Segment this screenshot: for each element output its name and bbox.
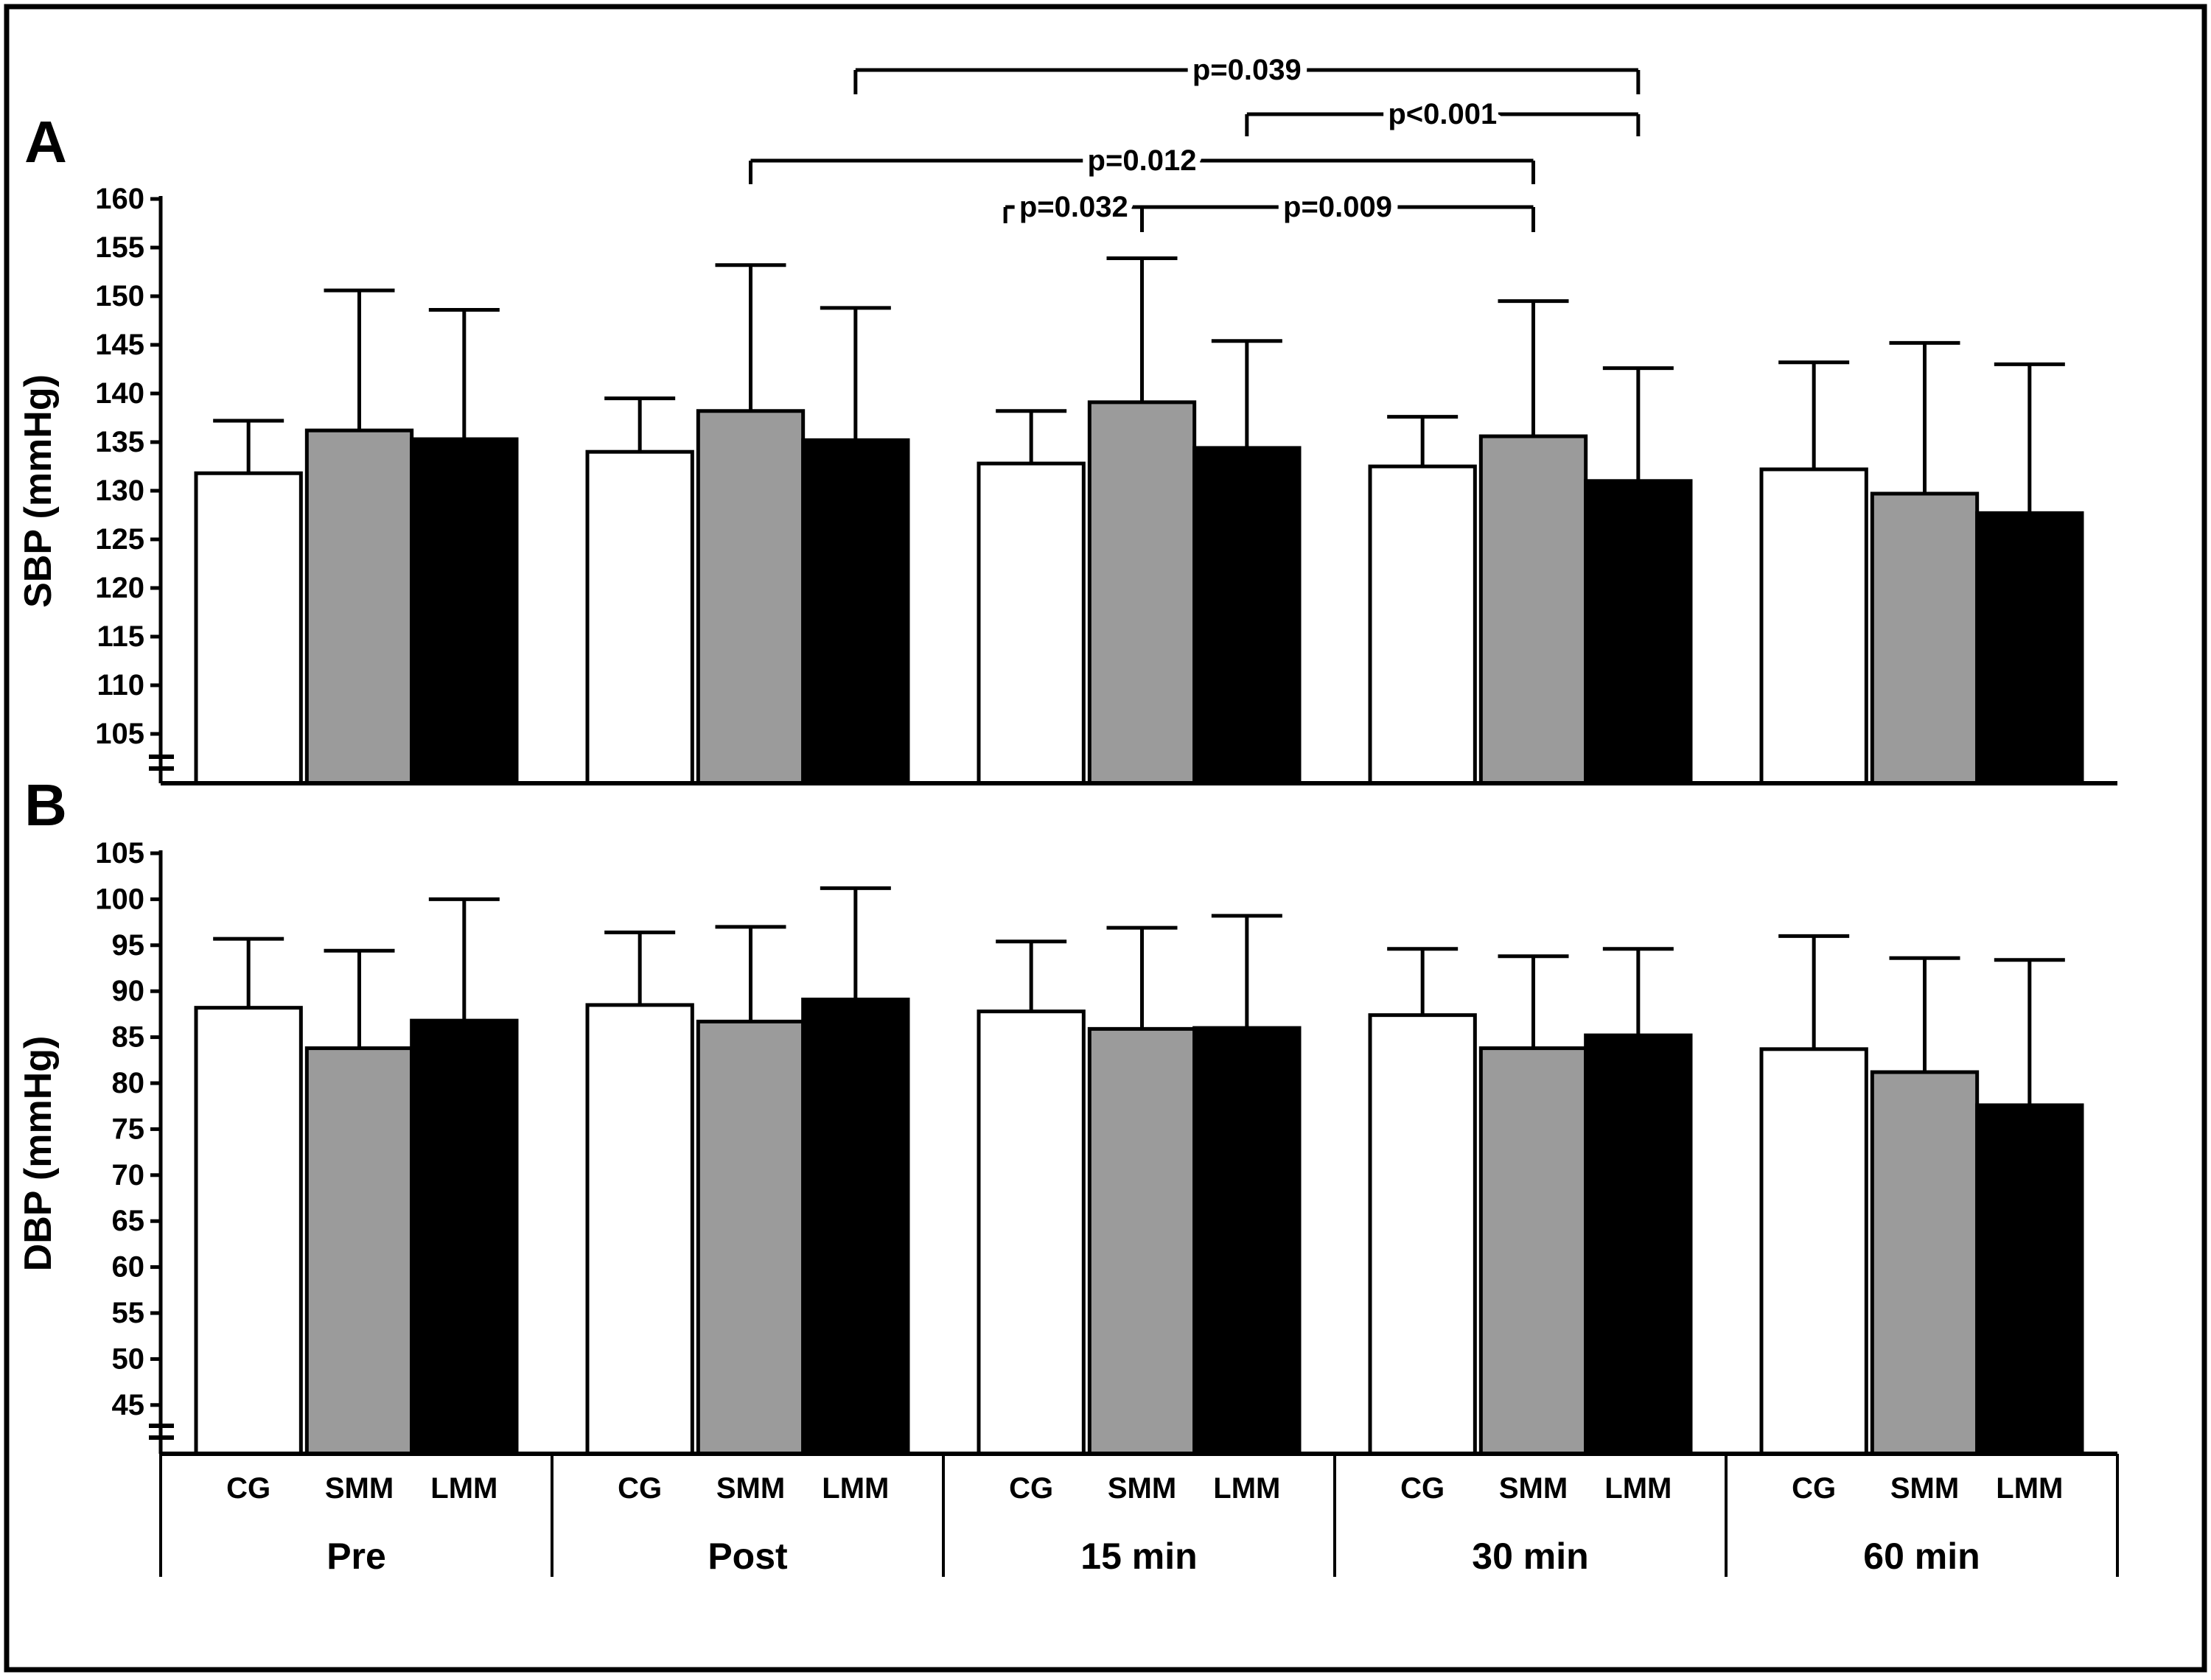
bar-B-Post-SMM <box>696 1019 806 1456</box>
bar-A-30min-SMM <box>1478 434 1588 785</box>
bar-A-30min-CG <box>1368 464 1477 785</box>
y-tick-label: 155 <box>95 231 144 264</box>
y-tick-label: 125 <box>95 523 144 556</box>
bar-A-Pre-SMM <box>304 428 414 785</box>
y-tick-label: 55 <box>112 1297 145 1329</box>
y-tick-label: 100 <box>95 883 144 915</box>
y-tick-label: 95 <box>112 929 145 962</box>
bar-A-Post-LMM <box>801 438 910 785</box>
series-axis-label: SMM <box>1890 1472 1959 1505</box>
series-axis-label: CG <box>226 1472 270 1505</box>
series-axis-label: SMM <box>1108 1472 1176 1505</box>
y-tick-label: 110 <box>97 669 144 701</box>
p-value-label: p=0.012 <box>1088 144 1197 177</box>
bar-A-Pre-CG <box>194 471 303 785</box>
series-axis-label: LMM <box>1604 1472 1672 1505</box>
y-tick-label: 160 <box>95 183 144 215</box>
y-tick-label: 50 <box>112 1343 145 1375</box>
y-tick-label: 45 <box>112 1389 145 1421</box>
series-axis-label: LMM <box>430 1472 497 1505</box>
y-axis-title: DBP (mmHg) <box>17 1036 60 1272</box>
bar-B-15min-SMM <box>1087 1026 1197 1456</box>
bar-B-Post-LMM <box>801 997 910 1456</box>
bar-A-Pre-LMM <box>410 437 519 785</box>
y-tick-label: 80 <box>112 1067 145 1099</box>
y-tick-label: 75 <box>112 1113 145 1145</box>
bar-B-Post-CG <box>585 1003 694 1456</box>
bar-B-Pre-CG <box>194 1006 303 1456</box>
bar-B-15min-CG <box>977 1009 1086 1456</box>
series-axis-label: LMM <box>822 1472 889 1505</box>
bar-A-60min-SMM <box>1870 491 1980 785</box>
bar-A-Post-SMM <box>696 409 806 785</box>
y-tick-label: 145 <box>95 329 144 361</box>
significance-bracket: p=0.012 <box>749 138 1535 184</box>
y-axis-title: SBP (mmHg) <box>17 374 60 608</box>
bar-A-15min-SMM <box>1087 400 1197 785</box>
y-tick-label: 105 <box>95 718 144 750</box>
category-label: 15 min <box>1080 1536 1197 1577</box>
significance-bracket: p=0.009 <box>1140 184 1535 232</box>
panel-A: A SBP (mmHg) 160 155 150 145 140 135 130 125 120 11… <box>17 47 2117 785</box>
y-tick-label: 85 <box>112 1021 145 1054</box>
series-axis-label: CG <box>1009 1472 1053 1505</box>
bar-B-60min-LMM <box>1975 1103 2084 1456</box>
category-label: 30 min <box>1472 1536 1588 1577</box>
category-label: 60 min <box>1863 1536 1980 1577</box>
bar-B-Pre-SMM <box>304 1046 414 1456</box>
bar-A-15min-LMM <box>1192 446 1302 785</box>
bar-B-60min-CG <box>1759 1047 1868 1456</box>
p-value-label: p=0.032 <box>1019 191 1128 223</box>
series-axis-label: SMM <box>325 1472 394 1505</box>
bar-B-30min-LMM <box>1584 1033 1693 1456</box>
y-tick-label: 120 <box>95 572 144 604</box>
series-axis-label: CG <box>1400 1472 1445 1505</box>
significance-bracket: p=0.039 <box>853 47 1641 94</box>
y-tick-label: 65 <box>112 1205 145 1237</box>
y-tick-label: 135 <box>95 426 144 458</box>
series-axis-label: SMM <box>1499 1472 1568 1505</box>
series-axis-label: LMM <box>1996 1472 2063 1505</box>
panel-B: B DBP (mmHg) 105 100 95 90 85 80 75 70 65 60 55 50 45 C… <box>17 772 2119 1577</box>
series-axis-label: CG <box>1792 1472 1836 1505</box>
bar-A-30min-LMM <box>1584 479 1693 785</box>
category-label: Pre <box>326 1536 386 1577</box>
y-tick-label: 70 <box>112 1159 145 1191</box>
bar-A-Post-CG <box>585 449 694 785</box>
bar-B-30min-CG <box>1368 1013 1477 1456</box>
y-tick-label: 140 <box>95 377 144 410</box>
p-value-label: p=0.039 <box>1192 54 1302 86</box>
bar-B-30min-SMM <box>1478 1046 1588 1456</box>
significance-bracket: p<0.001 <box>1245 91 1641 137</box>
bar-B-60min-SMM <box>1870 1070 1980 1456</box>
y-tick-label: 130 <box>95 475 144 507</box>
bar-A-60min-CG <box>1759 467 1868 785</box>
panel-label: B <box>24 772 67 838</box>
p-value-label: p<0.001 <box>1388 98 1497 130</box>
bar-A-15min-CG <box>977 461 1086 785</box>
y-tick-label: 115 <box>97 620 144 653</box>
bar-B-Pre-LMM <box>410 1018 519 1456</box>
series-axis-label: CG <box>618 1472 662 1505</box>
figure-border <box>4 4 2207 1673</box>
panel-label: A <box>24 109 67 175</box>
series-axis-label: LMM <box>1213 1472 1280 1505</box>
y-tick-label: 90 <box>112 975 145 1007</box>
series-axis-label: SMM <box>716 1472 785 1505</box>
category-label: Post <box>708 1536 788 1577</box>
y-tick-label: 150 <box>95 280 144 312</box>
bar-A-60min-LMM <box>1975 511 2084 785</box>
y-tick-label: 105 <box>95 837 144 869</box>
p-value-label: p=0.009 <box>1283 191 1392 223</box>
significance-bracket: p=0.032 <box>1003 184 1144 232</box>
bar-B-15min-LMM <box>1192 1026 1302 1456</box>
y-tick-label: 60 <box>112 1251 145 1284</box>
